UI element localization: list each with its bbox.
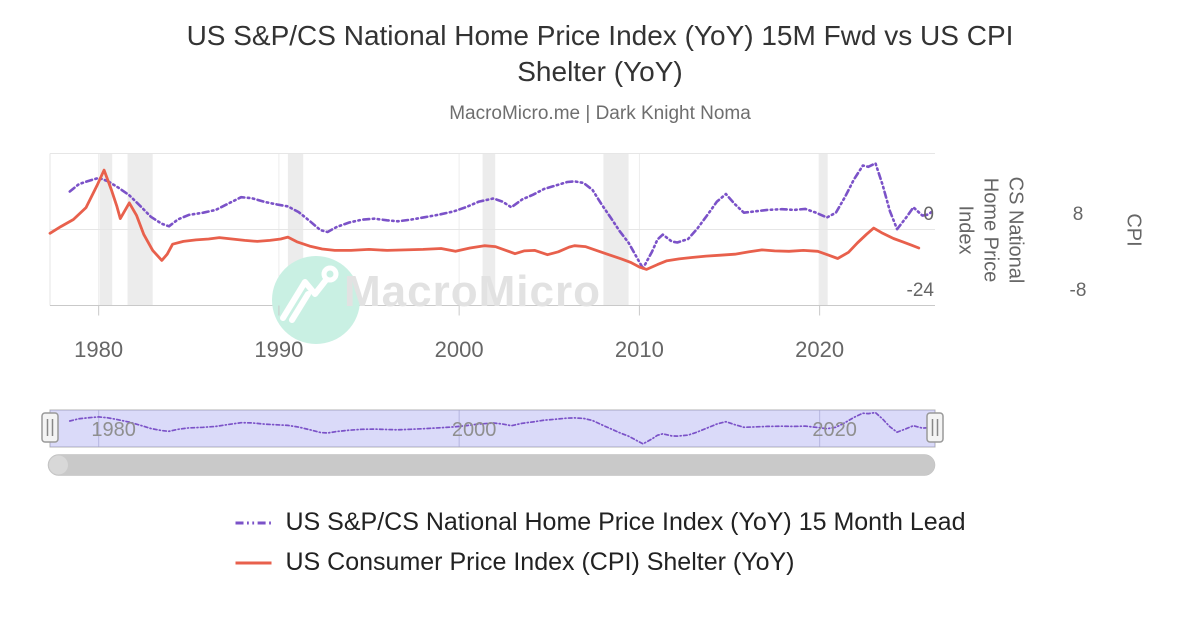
navigator-outline <box>49 409 936 448</box>
y-axis-title-cs-national-home-price-index: CS National Home Price Index <box>954 176 1027 284</box>
legend-label-cpi-shelter: US Consumer Price Index (CPI) Shelter (Y… <box>285 548 795 576</box>
series-line-cpi-shelter[interactable] <box>48 168 921 271</box>
chart-title: US S&P/CS National Home Price Index (YoY… <box>0 18 1200 90</box>
macromicro-logo-icon <box>280 265 339 323</box>
chart-title-line-2: Shelter (YoY) <box>517 56 683 87</box>
chart-title-line-1: US S&P/CS National Home Price Index (YoY… <box>186 20 1014 51</box>
horizontal-gridlines <box>50 153 935 306</box>
x-axis-label-2010: 2010 <box>614 337 664 362</box>
navigator-label-2000: 2000 <box>451 419 497 441</box>
y-axis-label-cpi--8: -8 <box>1069 279 1087 301</box>
legend-item-cpi-shelter[interactable]: US Consumer Price Index (CPI) Shelter (Y… <box>235 548 795 577</box>
scrollbar-thumb[interactable] <box>47 454 936 476</box>
y-axis-label-cs-0: 0 <box>923 203 934 225</box>
y-axis-label-cs--24: -24 <box>906 279 934 301</box>
navigator-label-2020: 2020 <box>812 419 857 441</box>
legend-swatch-dashdot-icon <box>235 521 272 524</box>
x-axis-label-2000: 2000 <box>434 337 484 362</box>
x-axis-label-1980: 1980 <box>74 337 124 362</box>
watermark <box>272 256 360 344</box>
y-axis-label-cpi-8: 8 <box>1072 203 1084 225</box>
legend: US S&P/CS National Home Price Index (YoY… <box>235 508 966 577</box>
series-line-home-price-index[interactable] <box>68 162 933 270</box>
navigator-label-1980: 1980 <box>91 419 136 441</box>
chart-subtitle: MacroMicro.me | Dark Knight Noma <box>449 103 751 124</box>
navigator-series-line <box>68 411 933 445</box>
x-axis-label-2020: 2020 <box>795 337 845 362</box>
y-axis-title-cpi: CPI <box>1122 213 1145 247</box>
legend-swatch-solid-icon <box>235 561 272 564</box>
x-axis-tick-marks <box>98 305 821 316</box>
navigator <box>41 409 944 448</box>
legend-item-home-price-index[interactable]: US S&P/CS National Home Price Index (YoY… <box>235 508 966 537</box>
legend-label-home-price-index: US S&P/CS National Home Price Index (YoY… <box>285 508 966 536</box>
watermark-text: MacroMicro <box>344 267 601 316</box>
navigator-selected-range[interactable] <box>50 410 935 447</box>
x-axis-label-1990: 1990 <box>254 337 304 362</box>
navigator-handle-left[interactable] <box>41 412 59 443</box>
scrollbar-left-cap <box>49 455 68 475</box>
series-lines <box>48 162 933 271</box>
navigator-handle-right[interactable] <box>926 412 944 443</box>
scrollbar <box>47 454 936 476</box>
